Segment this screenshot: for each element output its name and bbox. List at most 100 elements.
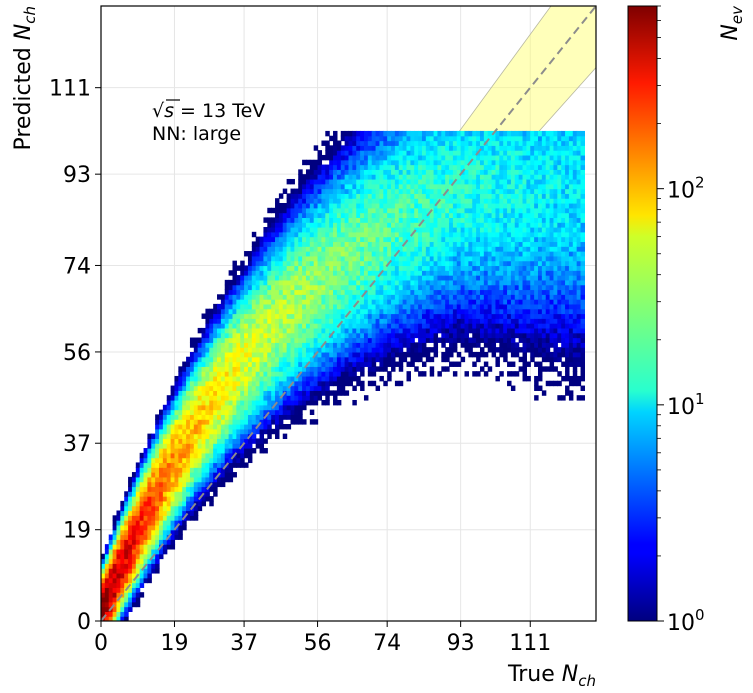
heatmap-bin [240, 337, 245, 343]
heatmap-bin [278, 222, 284, 228]
heatmap-bin [267, 433, 272, 440]
heatmap-bin [425, 351, 431, 358]
heatmap-bin [429, 323, 435, 329]
heatmap-bin [495, 375, 500, 382]
heatmap-bin [360, 193, 365, 199]
heatmap-bin [139, 491, 145, 497]
heatmap-bin [363, 159, 369, 166]
heatmap-bin [240, 375, 245, 382]
heatmap-bin [263, 342, 268, 348]
heatmap-bin [205, 433, 210, 440]
heatmap-bin [139, 572, 145, 579]
heatmap-bin [367, 361, 373, 367]
heatmap-bin [445, 140, 450, 146]
heatmap-bin [479, 260, 485, 267]
heatmap-bin [468, 313, 473, 319]
heatmap-bin [178, 395, 183, 401]
heatmap-bin [437, 135, 442, 142]
heatmap-bin [421, 299, 427, 305]
heatmap-bin [522, 135, 527, 142]
heatmap-bin [182, 491, 187, 497]
heatmap-bin [414, 299, 419, 305]
heatmap-bin [271, 294, 276, 300]
heatmap-bin [193, 342, 199, 348]
heatmap-bin [336, 294, 342, 300]
heatmap-bin [418, 337, 423, 343]
heatmap-bin [340, 260, 346, 267]
heatmap-bin [507, 164, 512, 170]
heatmap-bin [503, 265, 508, 271]
heatmap-bin [178, 496, 183, 502]
heatmap-bin [244, 424, 249, 430]
heatmap-bin [530, 202, 535, 209]
heatmap-bin [472, 159, 477, 166]
heatmap-bin [445, 318, 450, 324]
heatmap-bin [363, 236, 369, 243]
heatmap-bin [213, 476, 218, 483]
heatmap-bin [278, 385, 284, 391]
heatmap-bin [510, 332, 516, 339]
heatmap-bin [387, 251, 392, 257]
heatmap-bin [507, 347, 512, 353]
heatmap-bin [228, 371, 234, 377]
heatmap-bin [282, 217, 288, 223]
heatmap-bin [383, 366, 388, 372]
heatmap-bin [433, 327, 439, 334]
heatmap-bin [379, 217, 384, 223]
heatmap-bin [178, 424, 183, 430]
heatmap-bin [402, 140, 408, 146]
heatmap-bin [468, 198, 473, 204]
heatmap-bin [232, 318, 237, 324]
heatmap-bin [313, 385, 319, 391]
heatmap-bin [518, 246, 524, 252]
heatmap-bin [363, 135, 369, 142]
heatmap-bin [429, 145, 435, 151]
heatmap-bin [534, 241, 539, 247]
heatmap-bin [503, 332, 508, 339]
heatmap-bin [483, 193, 489, 199]
heatmap-bin [402, 174, 408, 180]
heatmap-bin [159, 428, 164, 435]
heatmap-bin [147, 529, 152, 536]
heatmap-bin [290, 241, 295, 247]
heatmap-bin [449, 299, 454, 305]
heatmap-bin [282, 404, 288, 411]
heatmap-bin [414, 318, 419, 324]
heatmap-bin [483, 154, 489, 161]
heatmap-bin [472, 284, 477, 291]
heatmap-bin [348, 212, 353, 219]
heatmap-bin [402, 327, 408, 334]
heatmap-bin [526, 231, 531, 238]
heatmap-bin [298, 265, 303, 271]
heatmap-bin [406, 207, 411, 214]
heatmap-bin [317, 366, 323, 372]
heatmap-bin [518, 217, 524, 223]
heatmap-bin [329, 342, 334, 348]
heatmap-bin [309, 313, 315, 319]
heatmap-bin [313, 380, 319, 387]
heatmap-bin [507, 299, 512, 305]
heatmap-bin [522, 227, 527, 233]
heatmap-bin [383, 207, 388, 214]
heatmap-bin [418, 265, 423, 271]
heatmap-bin [537, 260, 543, 267]
heatmap-bin [491, 222, 497, 228]
heatmap-bin [375, 145, 381, 151]
heatmap-bin [530, 332, 535, 339]
heatmap-bin [429, 236, 435, 243]
heatmap-bin [449, 279, 454, 286]
heatmap-bin [402, 356, 408, 363]
heatmap-bin [425, 294, 431, 300]
heatmap-bin [159, 534, 164, 540]
heatmap-bin [213, 366, 218, 372]
heatmap-bin [108, 558, 114, 564]
heatmap-bin [325, 327, 330, 334]
heatmap-bin [294, 375, 299, 382]
heatmap-bin [205, 366, 210, 372]
heatmap-bin [228, 308, 234, 315]
heatmap-bin [437, 164, 442, 170]
heatmap-bin [433, 255, 439, 262]
heatmap-bin [468, 270, 473, 276]
heatmap-bin [522, 231, 527, 238]
heatmap-bin [503, 217, 508, 223]
